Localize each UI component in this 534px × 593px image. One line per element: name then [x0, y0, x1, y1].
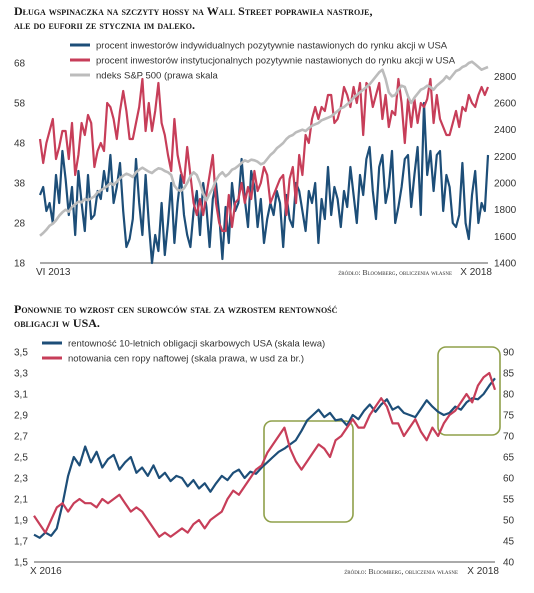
chart2-legend-label-2: notowania cen ropy naftowej (skala prawa… — [68, 354, 304, 365]
chart1-y-left-tick-label: 68 — [14, 59, 26, 70]
chart2-y-left-tick-label: 1,9 — [14, 516, 28, 527]
chart1-y-right-tick-label: 1800 — [494, 205, 517, 216]
chart2-y-left-tick-label: 1,5 — [14, 558, 28, 569]
chart2-y-left-tick-label: 2,1 — [14, 495, 28, 506]
chart2-legend-label-1: rentowność 10-letnich obligacji skarbowy… — [68, 339, 325, 350]
chart1-y-left-tick-label: 48 — [14, 139, 26, 150]
chart2-y-left-tick-label: 3,3 — [14, 369, 28, 380]
chart2-highlight-box-1 — [263, 420, 354, 523]
chart1-legend-label-3: ndeks S&P 500 (prawa skala — [96, 71, 219, 82]
chart2-y-right-tick-label: 60 — [503, 474, 515, 485]
chart1-series-1-line — [38, 101, 490, 265]
chart2-y-right-tick-label: 85 — [503, 369, 515, 380]
chart2-title-line1: Ponownie to wzrost cen surowców stał za … — [14, 302, 338, 316]
chart1-source: źródło: Bloomberg, obliczenia własne — [338, 268, 452, 277]
chart1-y-left-tick-label: 28 — [14, 219, 26, 230]
chart1-legend-label-2: procent inwestorów instytucjonalnych poz… — [96, 56, 456, 67]
chart1-title-line1: Długa wspinaczka na szczyty hossy na Wal… — [14, 4, 373, 18]
chart2-highlight-box-2 — [437, 346, 501, 436]
chart2-x-tick-label-end: X 2018 — [467, 566, 499, 577]
chart1-y-right-tick-label: 2200 — [494, 152, 517, 163]
chart1-x-tick-label-end: X 2018 — [460, 267, 492, 278]
chart2-title-line2: obligacji w USA. — [14, 316, 100, 330]
chart2-source: źródło: Bloomberg, obliczenia własne — [344, 567, 458, 576]
chart2-y-left-tick-label: 2,3 — [14, 474, 28, 485]
chart1-y-right-tick-label: 1400 — [494, 259, 517, 270]
chart2-y-right-tick-label: 55 — [503, 495, 515, 506]
chart2-svg: 1,5 1,7 1,9 2,1 2,3 2,5 2,7 2,9 3,1 3,3 3,5 40 45 50 5… — [14, 339, 515, 578]
chart2-title: Ponownie to wzrost cen surowców stał za … — [14, 302, 337, 330]
chart2-y-right-tick-label: 45 — [503, 537, 515, 548]
chart2-series-2-line — [33, 371, 497, 538]
chart1-y-left-tick-label: 18 — [14, 259, 26, 270]
chart1-y-right-tick-label: 1600 — [494, 232, 517, 243]
chart1-series-2-line — [38, 77, 490, 233]
chart1-y-right-tick-label: 2600 — [494, 99, 517, 110]
chart2-y-left-tick-label: 2,5 — [14, 453, 28, 464]
chart2-y-right-tick-label: 40 — [503, 558, 515, 569]
chart1-title: Długa wspinaczka na szczyty hossy na Wal… — [14, 4, 373, 32]
chart1-legend-label-1: procent inwestorów indywidualnych pozyty… — [96, 41, 448, 52]
chart2-y-left-tick-label: 2,7 — [14, 432, 28, 443]
chart1-x-tick-label-start: VI 2013 — [36, 267, 71, 278]
chart1-y-right-tick-label: 2000 — [494, 179, 517, 190]
chart2-y-right-tick-label: 70 — [503, 432, 515, 443]
chart2-y-right-tick-label: 50 — [503, 516, 515, 527]
chart1-series-3-line — [39, 60, 489, 237]
chart1-y-right-tick-label: 2400 — [494, 125, 517, 136]
chart2-x-tick-label-start: X 2016 — [30, 566, 62, 577]
chart2-y-right-tick-label: 90 — [503, 348, 515, 359]
chart1-y-left-tick-label: 58 — [14, 99, 26, 110]
chart1-y-right-tick-label: 2800 — [494, 72, 517, 83]
chart2-y-left-tick-label: 3,5 — [14, 348, 28, 359]
chart2-y-left-tick-label: 1,7 — [14, 537, 28, 548]
chart2-y-right-tick-label: 80 — [503, 390, 515, 401]
chart1-y-left-tick-label: 38 — [14, 179, 26, 190]
chart1-title-line2: ale do euforii ze stycznia im daleko. — [14, 18, 196, 32]
chart2-y-right-tick-label: 65 — [503, 453, 515, 464]
chart1-svg: 18 28 38 48 58 68 1400 1600 1800 2000 2200 2400 2600… — [14, 41, 517, 279]
chart2-series-1-line — [33, 377, 496, 539]
chart2-y-left-tick-label: 2,9 — [14, 411, 28, 422]
chart2-y-left-tick-label: 3,1 — [14, 390, 28, 401]
chart2-y-right-tick-label: 75 — [503, 411, 515, 422]
